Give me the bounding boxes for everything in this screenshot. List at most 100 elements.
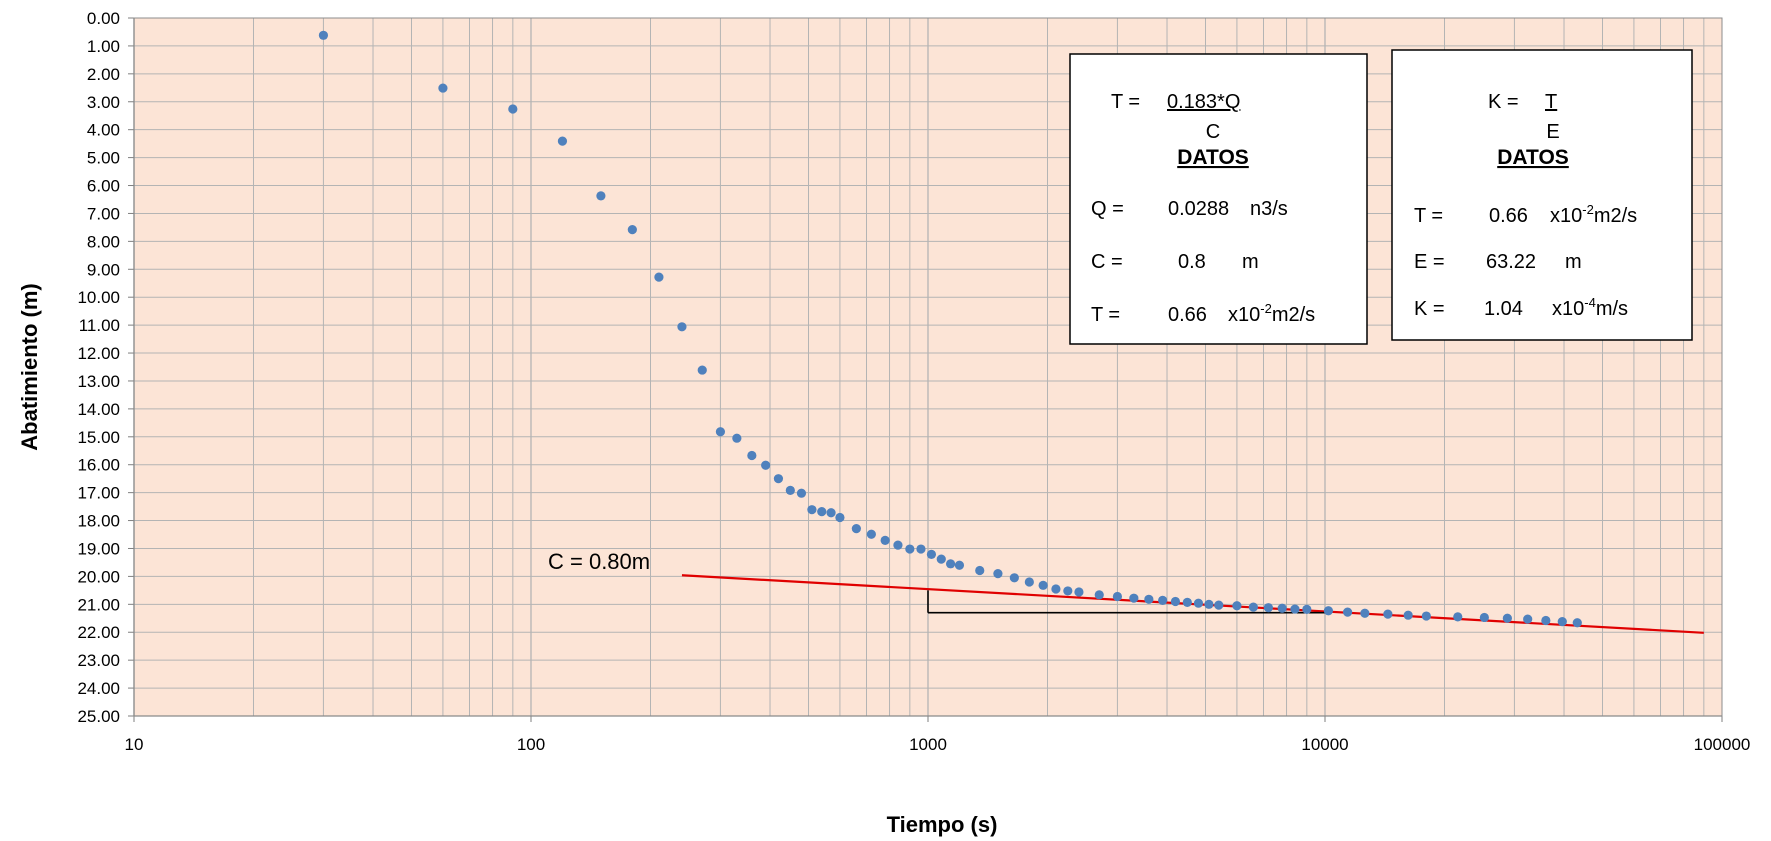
plot-border	[133, 17, 1723, 717]
box-heading: DATOS	[1497, 146, 1569, 169]
data-point	[1009, 573, 1019, 583]
data-point	[1302, 604, 1312, 614]
data-point	[1129, 593, 1139, 603]
y-axis-title: Abatimiento (m)	[17, 283, 42, 450]
data-point	[1523, 614, 1533, 624]
y-tick-label: 6.00	[87, 177, 120, 196]
row-unit: x10-4m/s	[1552, 295, 1628, 320]
data-point	[596, 191, 606, 201]
row-name: E =	[1414, 251, 1445, 273]
row-value: 63.22	[1486, 251, 1536, 273]
data-point	[851, 524, 861, 534]
data-point	[1383, 609, 1393, 619]
data-point	[627, 225, 637, 235]
y-axis: 0.00 1.00 2.00 3.00 4.00 5.00 6.00 7.00 8.00 9.00…	[77, 9, 134, 726]
row-unit: m	[1565, 251, 1582, 273]
formula-denominator: C	[1206, 121, 1220, 143]
row-unit: x10-2m2/s	[1550, 202, 1637, 227]
data-point	[936, 554, 946, 564]
row-unit-base: x10	[1550, 205, 1582, 227]
data-point	[1572, 618, 1582, 628]
data-point	[826, 508, 836, 518]
row-value: 1.04	[1484, 298, 1523, 320]
data-point	[807, 505, 817, 515]
data-point	[1360, 608, 1370, 618]
data-point	[1182, 597, 1192, 607]
row-unit: x10-2m2/s	[1228, 301, 1315, 326]
y-tick-label: 3.00	[87, 93, 120, 112]
data-point	[1063, 586, 1073, 596]
y-tick-label: 7.00	[87, 204, 120, 223]
row-unit: m	[1242, 251, 1259, 273]
y-tick-label: 16.00	[77, 456, 120, 475]
y-tick-label: 5.00	[87, 149, 120, 168]
data-point	[954, 560, 965, 570]
data-point	[1214, 600, 1224, 610]
y-tick-label: 25.00	[77, 707, 120, 726]
row-value: 0.66	[1168, 304, 1207, 326]
y-tick-label: 21.00	[77, 595, 120, 614]
row-unit-exponent: -2	[1582, 202, 1594, 217]
row-value: 0.8	[1178, 251, 1206, 273]
slope-label: C = 0.80m	[548, 549, 650, 574]
row-unit-base: x10	[1228, 304, 1260, 326]
data-point	[508, 104, 518, 114]
data-point	[1024, 577, 1034, 587]
y-tick-label: 17.00	[77, 484, 120, 503]
row-value: 0.66	[1489, 205, 1528, 227]
data-point	[1479, 612, 1489, 623]
data-point	[945, 559, 956, 569]
row-unit-after: m2/s	[1272, 304, 1315, 326]
row-unit-after: m/s	[1596, 298, 1628, 320]
data-point	[654, 272, 664, 282]
data-point	[1051, 584, 1061, 594]
formula-numerator: T	[1545, 91, 1557, 113]
y-tick-label: 11.00	[79, 316, 120, 335]
data-point	[1453, 612, 1463, 622]
data-point	[1038, 580, 1048, 590]
data-point	[905, 544, 915, 554]
row-name: Q =	[1091, 198, 1124, 220]
data-point	[761, 460, 771, 470]
y-tick-label: 13.00	[77, 372, 120, 391]
x-tick-label: 100000	[1694, 735, 1751, 754]
data-point	[1263, 603, 1273, 613]
row-unit-exponent: -2	[1260, 301, 1272, 316]
info-box-right: K = T E DATOS T = 0.66 x10-2m2/s E = 63.…	[1391, 49, 1693, 341]
y-tick-label: 14.00	[77, 400, 120, 419]
data-point	[438, 83, 448, 93]
data-point	[677, 322, 687, 332]
y-tick-label: 2.00	[87, 65, 120, 84]
y-tick-label: 20.00	[77, 567, 120, 586]
y-tick-label: 1.00	[87, 37, 120, 56]
data-point	[880, 535, 890, 545]
data-point	[926, 549, 937, 559]
data-point	[1112, 591, 1123, 602]
data-point	[1557, 617, 1567, 627]
data-point	[1193, 598, 1204, 608]
data-point	[715, 427, 726, 437]
y-tick-label: 23.00	[77, 651, 120, 670]
data-point	[1403, 610, 1413, 620]
y-tick-label: 4.00	[87, 121, 120, 140]
y-tick-label: 22.00	[77, 623, 120, 642]
fit-line-group	[681, 574, 1704, 634]
y-tick-label: 24.00	[77, 679, 120, 698]
formula-numerator: 0.183*Q	[1167, 91, 1240, 113]
data-point	[557, 136, 568, 146]
y-tick-label: 9.00	[87, 260, 120, 279]
data-point	[785, 485, 795, 496]
row-unit: n3/s	[1250, 198, 1288, 220]
data-point	[1158, 595, 1168, 606]
data-point	[916, 544, 926, 554]
x-tick-label: 100	[517, 735, 545, 754]
info-box-right-frame	[1391, 49, 1693, 341]
y-tick-label: 12.00	[77, 344, 120, 363]
data-point	[697, 365, 707, 375]
fit-line	[681, 574, 1704, 634]
x-tick-label: 10000	[1301, 735, 1348, 754]
data-point	[773, 474, 784, 484]
data-point	[1248, 602, 1258, 612]
data-point	[796, 488, 807, 498]
